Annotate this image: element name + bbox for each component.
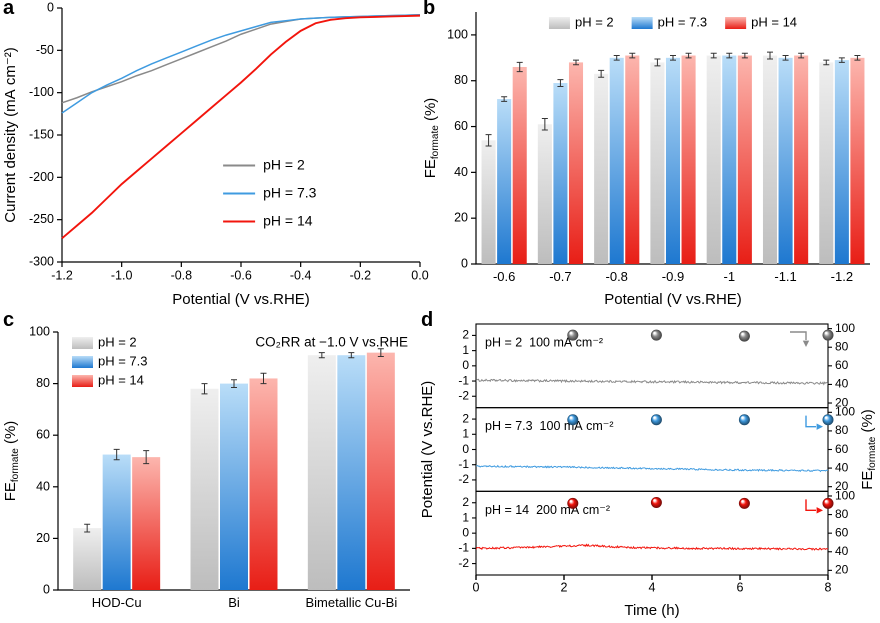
panel-b-letter: b <box>423 0 436 19</box>
panel-d-chart <box>418 312 880 623</box>
panel-d-letter: d <box>421 309 434 331</box>
panel-a: a <box>0 0 430 312</box>
panel-b-chart <box>420 0 880 312</box>
panel-b: b <box>420 0 880 312</box>
panel-c-chart <box>0 312 418 623</box>
panel-c: c <box>0 309 418 623</box>
panel-a-letter: a <box>3 0 15 19</box>
panel-c-letter: c <box>3 309 15 331</box>
panel-d: d <box>418 309 880 623</box>
panel-a-chart <box>0 0 430 312</box>
